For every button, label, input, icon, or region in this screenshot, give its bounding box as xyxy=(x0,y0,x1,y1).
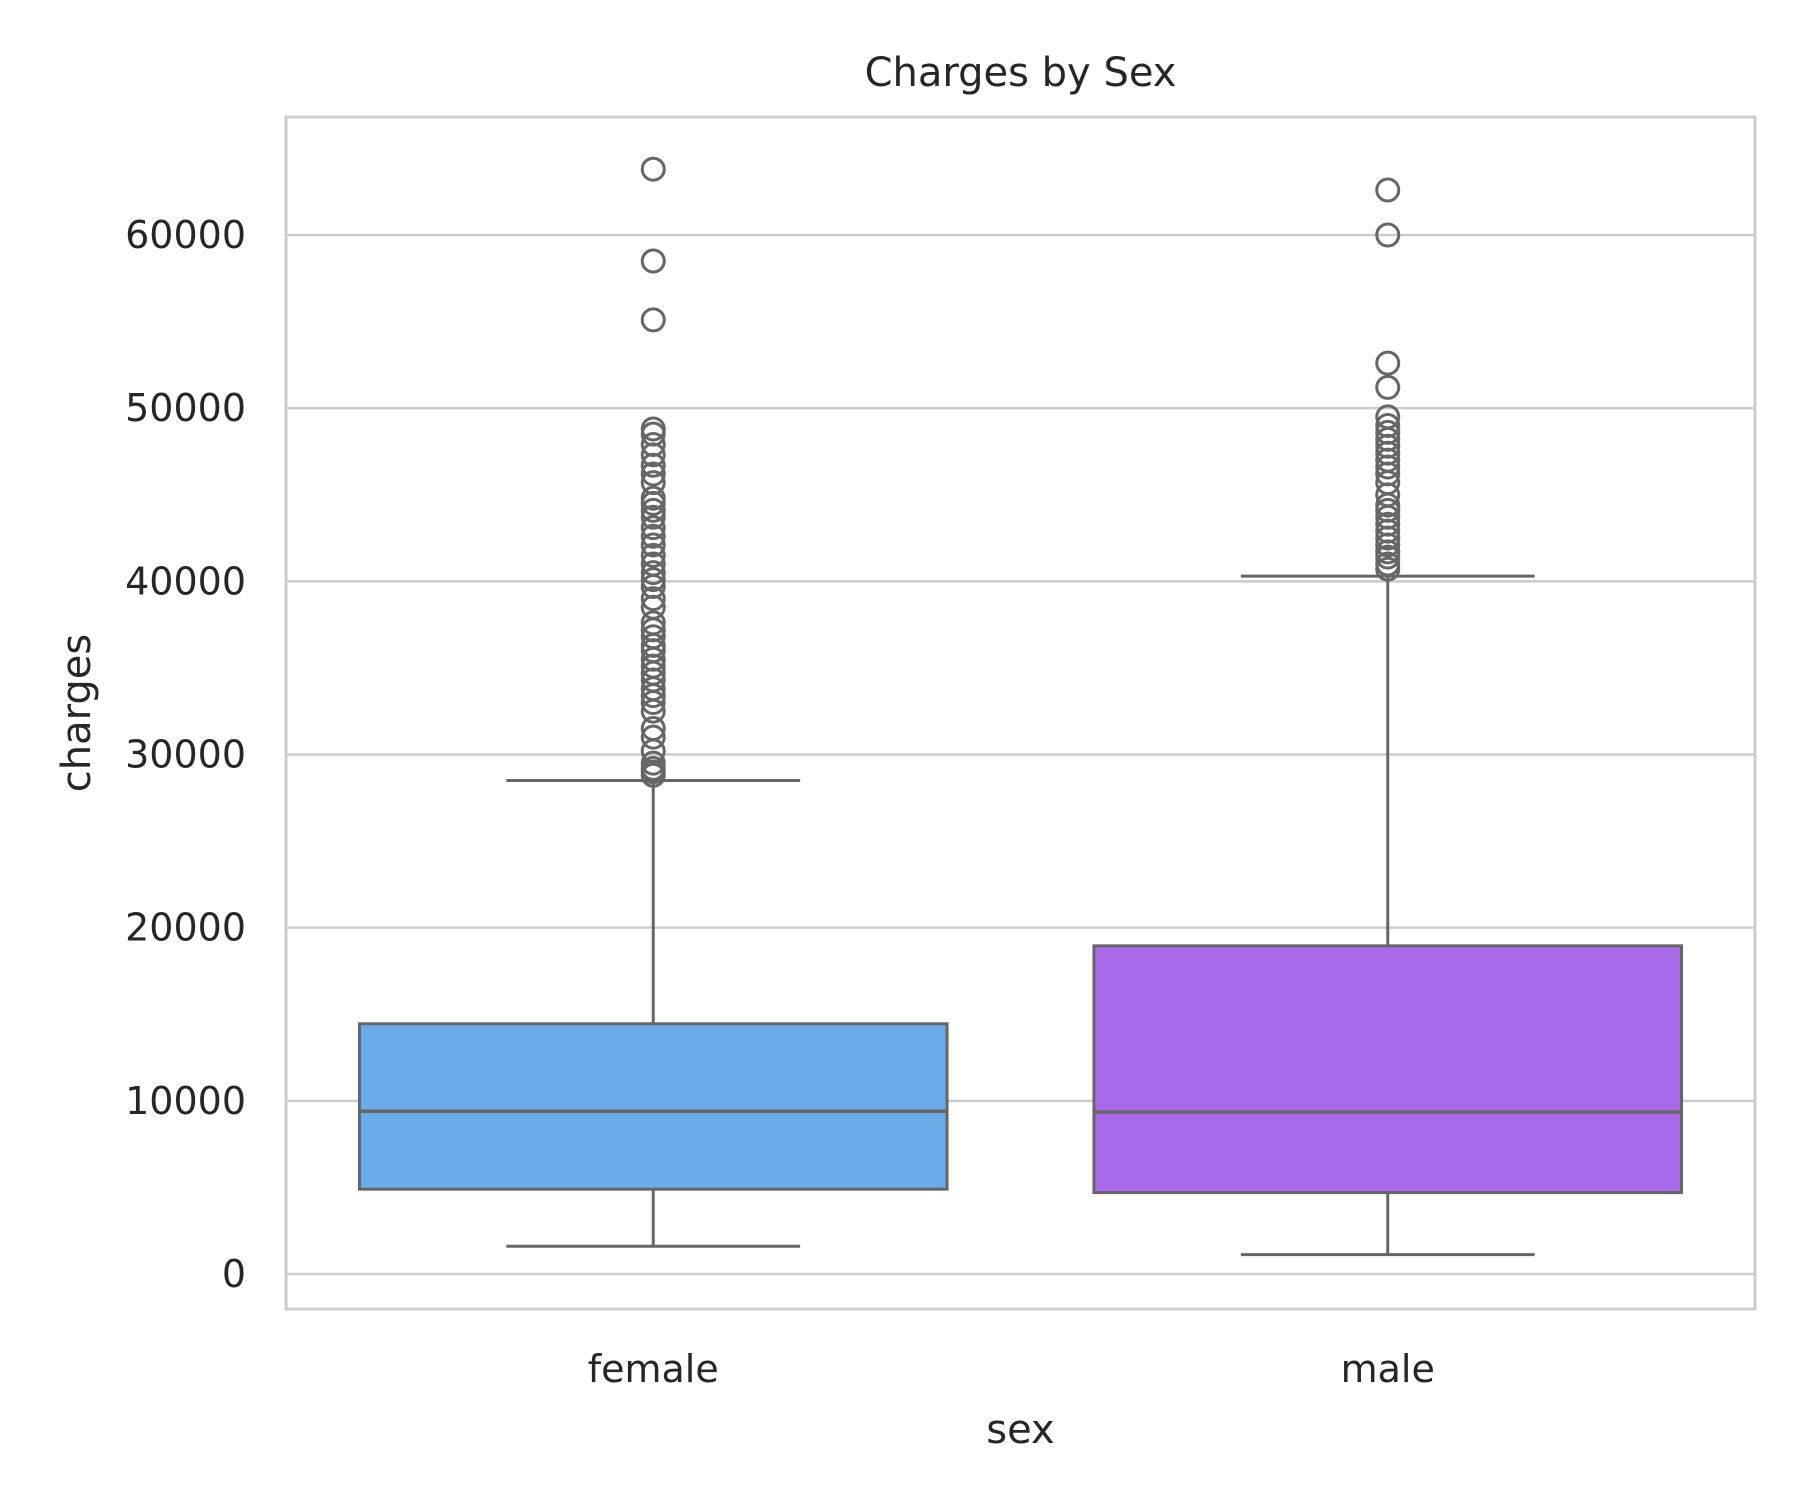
outlier-point xyxy=(1375,404,1401,430)
outlier-point xyxy=(1375,350,1401,376)
box-group-female xyxy=(357,156,949,1248)
iqr-box xyxy=(357,1022,949,1191)
y-axis-label: charges xyxy=(54,634,100,792)
y-tick-label: 10000 xyxy=(125,1079,246,1123)
box-layer xyxy=(357,156,1684,1257)
y-tick-label: 60000 xyxy=(125,213,246,257)
box-group-male xyxy=(1092,177,1684,1257)
outlier-point xyxy=(1375,222,1401,248)
outlier-point xyxy=(1375,419,1401,445)
y-tick-label: 20000 xyxy=(125,906,246,950)
outlier-point xyxy=(640,586,666,612)
outlier-point xyxy=(640,497,666,523)
x-tick-label: female xyxy=(588,1347,719,1391)
x-axis-label: sex xyxy=(986,1407,1054,1453)
y-tick-label: 40000 xyxy=(125,559,246,603)
outlier-point xyxy=(640,610,666,636)
outlier-point xyxy=(640,461,666,487)
outlier-point xyxy=(640,560,666,586)
outlier-point xyxy=(640,716,666,742)
outlier-point xyxy=(640,724,666,750)
plot-frame xyxy=(284,115,1757,1311)
outlier-point xyxy=(1375,177,1401,203)
outlier-point xyxy=(640,551,666,577)
outlier-point xyxy=(640,523,666,549)
x-tick-label: male xyxy=(1341,1347,1435,1391)
y-tick-label: 0 xyxy=(222,1252,246,1296)
iqr-box xyxy=(1092,944,1684,1195)
outlier-point xyxy=(640,542,666,568)
outlier-point xyxy=(640,432,666,458)
y-tick-label: 30000 xyxy=(125,733,246,777)
outlier-point xyxy=(640,750,666,776)
outlier-point xyxy=(640,515,666,541)
outlier-point xyxy=(640,624,666,650)
outlier-point xyxy=(640,504,666,530)
outlier-point xyxy=(640,416,666,442)
tick-layer: 0 10000 20000 30000 40000 50000 60000 female mal… xyxy=(125,213,1435,1391)
outlier-point xyxy=(640,485,666,511)
outlier-point xyxy=(640,307,666,333)
outlier-point xyxy=(1375,374,1401,400)
outlier-point xyxy=(640,248,666,274)
outlier-point xyxy=(1375,412,1401,438)
outlier-point xyxy=(640,470,666,496)
y-tick-label: 50000 xyxy=(125,386,246,430)
outlier-point xyxy=(1375,551,1401,577)
outlier-point xyxy=(640,567,666,593)
outlier-point xyxy=(1375,511,1401,537)
outlier-point xyxy=(640,156,666,182)
outlier-point xyxy=(640,532,666,558)
chart-title: Charges by Sex xyxy=(865,50,1177,96)
